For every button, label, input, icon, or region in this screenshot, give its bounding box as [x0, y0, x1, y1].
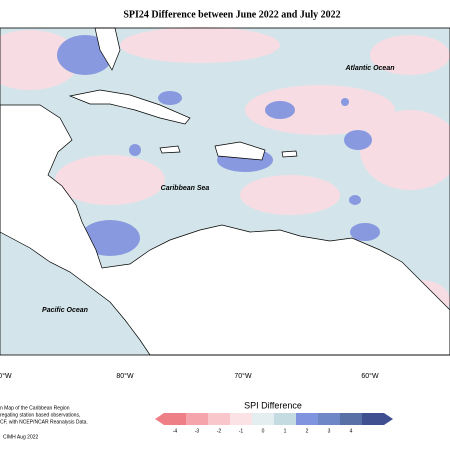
colorbar-tick-label: 0 [262, 428, 265, 434]
colorbar-tick-label: -4 [173, 428, 178, 434]
longitude-label: 80°W [116, 372, 134, 380]
footer: n Map of the Caribbean Region regating s… [0, 405, 88, 440]
colorbar-ticks: -4 -3 -2 -1 0 1 2 3 4 [173, 428, 353, 434]
cuba [68, 89, 191, 125]
dry-areas [0, 27, 450, 320]
jamaica [159, 145, 181, 154]
ocean-label: Pacific Ocean [42, 307, 88, 314]
note: regating station based observations, [0, 412, 80, 418]
colorbar-tick-label: -2 [217, 428, 222, 434]
note: CF, with NCEP/NCAR Reanalysis Data. [0, 419, 88, 425]
wet-areas [57, 35, 450, 333]
colorbar-tick-label: -1 [239, 428, 244, 434]
longitude-labels: 90°W 80°W 70°W 60°W [0, 372, 379, 380]
title: SPI24 Difference between June 2022 and J… [123, 9, 340, 20]
credit: CIMH Aug 2022 [3, 434, 39, 440]
colorbar-tick-label: 2 [306, 428, 309, 434]
colorbar [155, 413, 393, 425]
colorbar-tick-label: -3 [195, 428, 200, 434]
sea-label: Caribbean Sea [161, 185, 210, 192]
map: Atlantic Ocean Caribbean Sea Pacific Oce… [0, 27, 450, 356]
mainland [0, 104, 450, 356]
note: n Map of the Caribbean Region [0, 405, 70, 411]
legend-title: SPI Difference [244, 400, 302, 410]
hispaniola [214, 141, 266, 161]
map-frame [0, 27, 450, 356]
longitude-label: 90°W [0, 372, 12, 380]
puerto-rico [281, 150, 298, 158]
longitude-label: 70°W [234, 372, 252, 380]
colorbar-tick-label: 3 [328, 428, 331, 434]
longitude-label: 60°W [361, 372, 379, 380]
ocean-label: Atlantic Ocean [344, 65, 394, 72]
colorbar-tick-label: 4 [350, 428, 353, 434]
colorbar-tick-label: 1 [284, 428, 287, 434]
